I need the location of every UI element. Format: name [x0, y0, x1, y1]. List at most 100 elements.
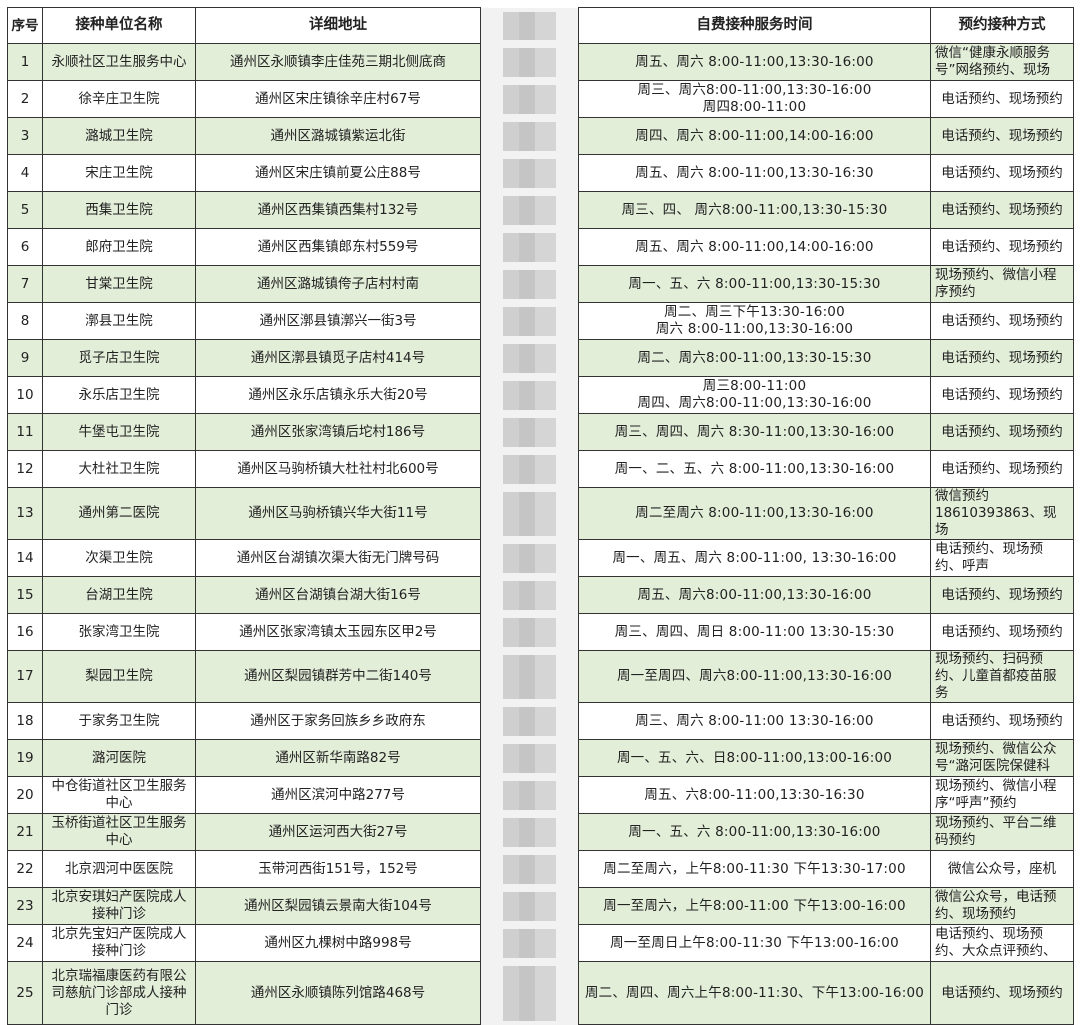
- cell-seq: 6: [7, 228, 43, 266]
- cell-seq: 7: [7, 265, 43, 303]
- cell-name: 觅子店卫生院: [42, 339, 196, 377]
- table-row: 24 北京先宝妇产医院成人接种门诊 通州区九棵树中路998号 周一至周日上午8:00-…: [7, 924, 1074, 962]
- cell-name: 于家务卫生院: [42, 702, 196, 740]
- redaction-mosaic: [503, 654, 556, 699]
- cell-address: 玉带河西街151号，152号: [195, 850, 481, 888]
- table-row: 3 潞城卫生院 通州区潞城镇紫运北街 周四、周六 8:00-11:00,14:00-1…: [7, 117, 1074, 155]
- cell-address: 通州区永顺镇陈列馆路468号: [195, 961, 481, 1025]
- cell-phone-redacted: [480, 228, 579, 266]
- cell-name: 北京先宝妇产医院成人接种门诊: [42, 924, 196, 962]
- redaction-mosaic: [503, 269, 556, 299]
- cell-seq: 10: [7, 376, 43, 414]
- header-method: 预约接种方式: [930, 7, 1074, 44]
- cell-time: 周三、周四、周六 8:30-11:00,13:30-16:00: [578, 413, 931, 451]
- redaction-mosaic: [503, 11, 556, 40]
- cell-name: 宋庄卫生院: [42, 154, 196, 192]
- cell-method: 现场预约、微信小程序“呼声”预约: [930, 776, 1074, 814]
- cell-method: 电话预约、现场预约: [930, 961, 1074, 1025]
- cell-seq: 21: [7, 813, 43, 851]
- cell-time: 周五、六8:00-11:00,13:30-16:30: [578, 776, 931, 814]
- cell-method: 微信公众号，电话预约、现场预约: [930, 887, 1074, 925]
- table-row: 21 玉桥街道社区卫生服务中心 通州区运河西大街27号 周一、五、六 8:00-11:…: [7, 813, 1074, 851]
- cell-seq: 19: [7, 739, 43, 777]
- cell-time: 周一、五、六 8:00-11:00,13:30-16:00: [578, 813, 931, 851]
- cell-seq: 15: [7, 576, 43, 614]
- cell-method: 微信预约 18610393863、现场: [930, 487, 1074, 540]
- vaccination-sites-table: 序号 接种单位名称 详细地址 自费接种服务时间 预约接种方式 1 永顺社区卫生服务…: [7, 7, 1074, 1025]
- cell-phone-redacted: [480, 80, 579, 118]
- cell-name: 通州第二医院: [42, 487, 196, 540]
- cell-method: 电话预约、现场预约: [930, 450, 1074, 488]
- cell-phone-redacted: [480, 650, 579, 703]
- cell-method: 现场预约、微信小程序预约: [930, 265, 1074, 303]
- header-address: 详细地址: [195, 7, 481, 44]
- cell-seq: 13: [7, 487, 43, 540]
- cell-phone-redacted: [480, 339, 579, 377]
- redaction-mosaic: [503, 780, 556, 810]
- cell-name: 潞河医院: [42, 739, 196, 777]
- cell-address: 通州区漷县镇漷兴一街3号: [195, 302, 481, 340]
- cell-time: 周一至周日上午8:00-11:30 下午13:00-16:00: [578, 924, 931, 962]
- cell-phone-redacted: [480, 302, 579, 340]
- cell-time: 周二至周六，上午8:00-11:30 下午13:30-17:00: [578, 850, 931, 888]
- cell-time: 周二、周三下午13:30-16:00 周六 8:00-11:00,13:30-16…: [578, 302, 931, 340]
- cell-time: 周二至周六 8:00-11:00,13:30-16:00: [578, 487, 931, 540]
- cell-seq: 12: [7, 450, 43, 488]
- cell-address: 通州区张家湾镇太玉园东区甲2号: [195, 613, 481, 651]
- cell-seq: 16: [7, 613, 43, 651]
- cell-address: 通州区潞城镇紫运北街: [195, 117, 481, 155]
- cell-name: 甘棠卫生院: [42, 265, 196, 303]
- redaction-mosaic: [503, 743, 556, 773]
- redaction-mosaic: [503, 817, 556, 847]
- cell-phone-redacted: [480, 413, 579, 451]
- table-row: 23 北京安琪妇产医院成人接种门诊 通州区梨园镇云景南大街104号 周一至周六，上午8…: [7, 887, 1074, 925]
- cell-phone-redacted: [480, 613, 579, 651]
- redaction-mosaic: [503, 854, 556, 884]
- cell-seq: 4: [7, 154, 43, 192]
- redaction-mosaic: [503, 84, 556, 114]
- cell-time: 周三、周六8:00-11:00,13:30-16:00 周四8:00-11:00: [578, 80, 931, 118]
- cell-name: 中仓街道社区卫生服务中心: [42, 776, 196, 814]
- table-row: 13 通州第二医院 通州区马驹桥镇兴华大街11号 周二至周六 8:00-11:00,1…: [7, 487, 1074, 540]
- cell-time: 周五、周六 8:00-11:00,14:00-16:00: [578, 228, 931, 266]
- cell-method: 电话预约、现场预约: [930, 613, 1074, 651]
- cell-time: 周三8:00-11:00 周四、周六8:00-11:00,13:30-16:00: [578, 376, 931, 414]
- cell-phone-redacted: [480, 776, 579, 814]
- cell-seq: 24: [7, 924, 43, 962]
- cell-method: 现场预约、微信公众号“潞河医院保健科: [930, 739, 1074, 777]
- cell-time: 周一、五、六 8:00-11:00,13:30-15:30: [578, 265, 931, 303]
- cell-phone-redacted: [480, 117, 579, 155]
- cell-time: 周三、四、 周六8:00-11:00,13:30-15:30: [578, 191, 931, 229]
- cell-address: 通州区新华南路82号: [195, 739, 481, 777]
- cell-name: 张家湾卫生院: [42, 613, 196, 651]
- table-row: 20 中仓街道社区卫生服务中心 通州区滨河中路277号 周五、六8:00-11:00,…: [7, 776, 1074, 814]
- cell-time: 周三、周四、周日 8:00-11:00 13:30-15:30: [578, 613, 931, 651]
- redaction-mosaic: [503, 928, 556, 958]
- cell-phone-redacted: [480, 850, 579, 888]
- cell-method: 微信公众号，座机: [930, 850, 1074, 888]
- cell-seq: 25: [7, 961, 43, 1025]
- cell-method: 电话预约、现场预约: [930, 191, 1074, 229]
- cell-name: 大杜社卫生院: [42, 450, 196, 488]
- cell-seq: 5: [7, 191, 43, 229]
- header-phone-redacted: [480, 7, 579, 44]
- cell-address: 通州区潞城镇侉子店村村南: [195, 265, 481, 303]
- table-row: 11 牛堡屯卫生院 通州区张家湾镇后坨村186号 周三、周四、周六 8:30-11:0…: [7, 413, 1074, 451]
- cell-time: 周四、周六 8:00-11:00,14:00-16:00: [578, 117, 931, 155]
- redaction-mosaic: [503, 121, 556, 151]
- cell-seq: 20: [7, 776, 43, 814]
- redaction-mosaic: [503, 454, 556, 484]
- cell-seq: 9: [7, 339, 43, 377]
- table-row: 5 西集卫生院 通州区西集镇西集村132号 周三、四、 周六8:00-11:00,13…: [7, 191, 1074, 229]
- cell-method: 现场预约、平台二维码预约: [930, 813, 1074, 851]
- redaction-mosaic: [503, 580, 556, 610]
- cell-name: 漷县卫生院: [42, 302, 196, 340]
- cell-method: 电话预约、现场预约: [930, 80, 1074, 118]
- redaction-mosaic: [503, 617, 556, 647]
- header-seq: 序号: [7, 7, 43, 44]
- cell-method: 电话预约、现场预约: [930, 154, 1074, 192]
- cell-phone-redacted: [480, 487, 579, 540]
- cell-address: 通州区永乐店镇永乐大街20号: [195, 376, 481, 414]
- redaction-mosaic: [503, 158, 556, 188]
- cell-seq: 1: [7, 43, 43, 81]
